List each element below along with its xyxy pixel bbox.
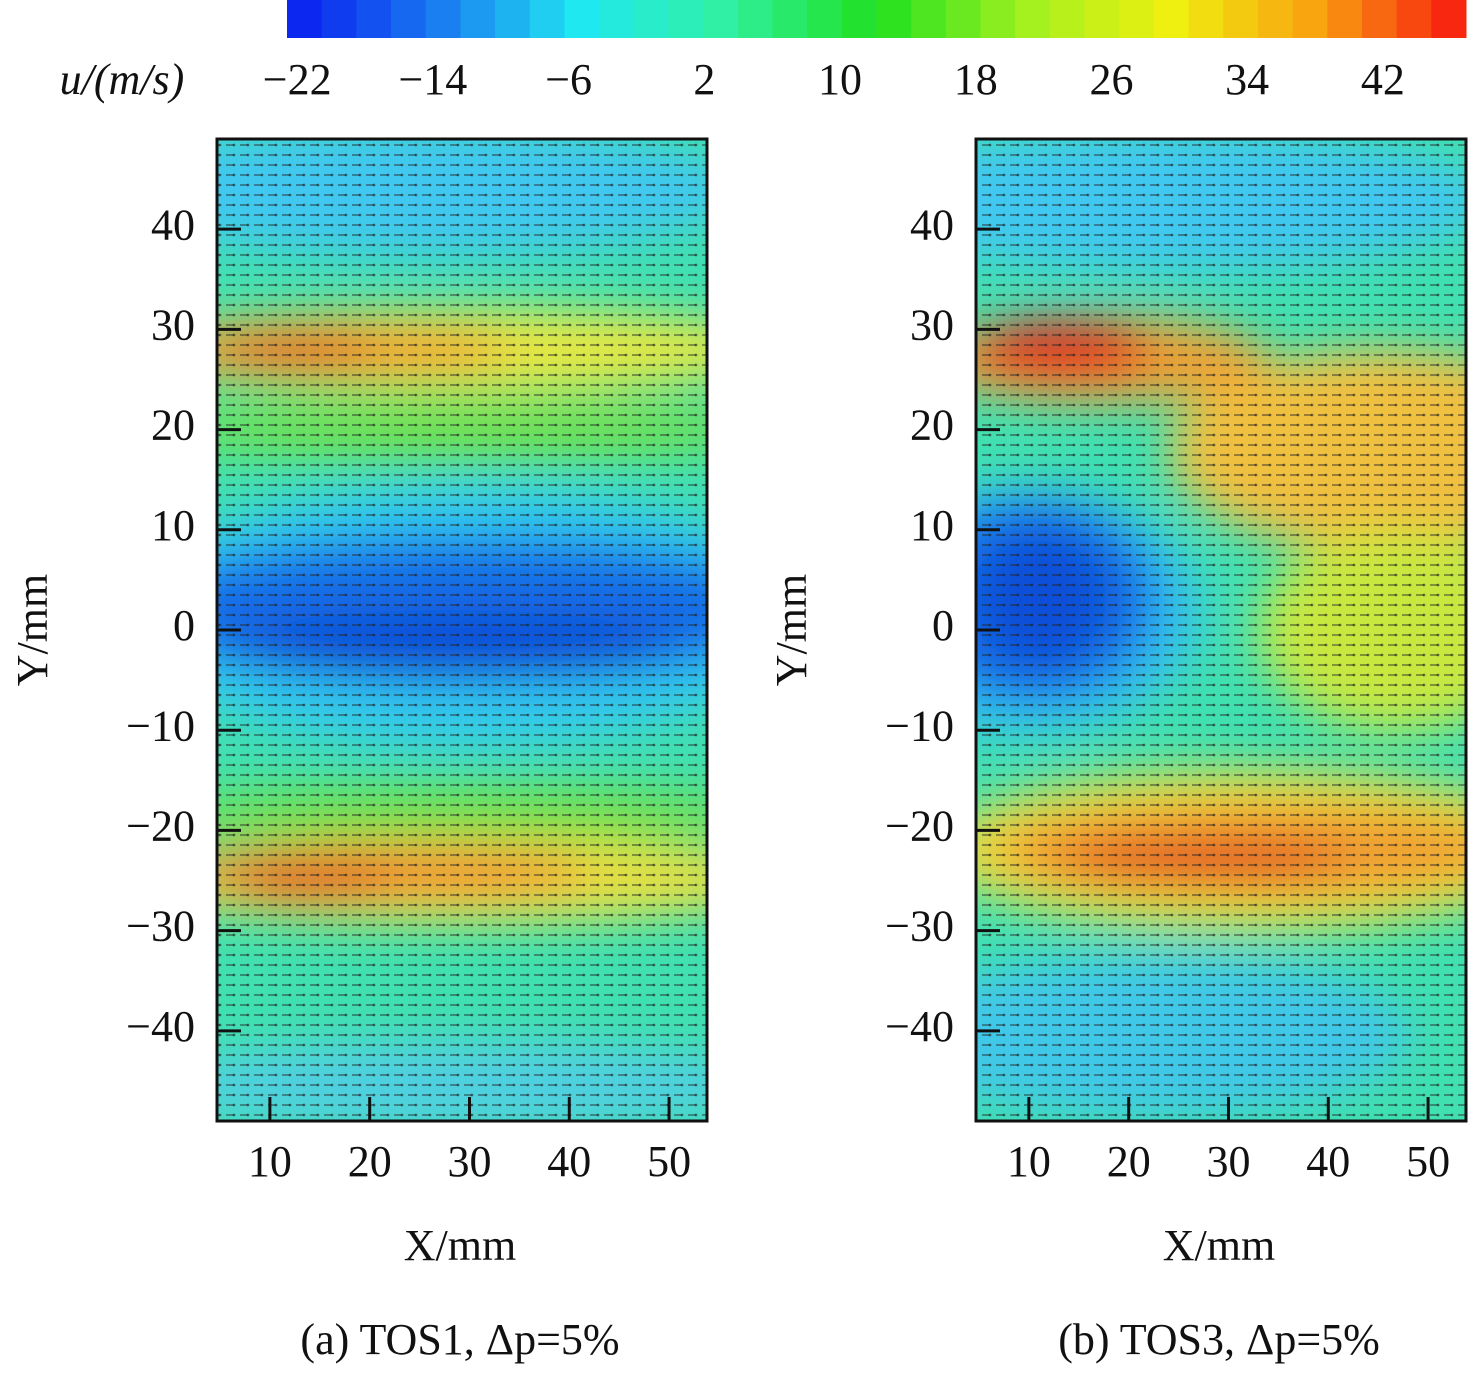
y-tick-label: −10 bbox=[126, 701, 195, 750]
colorbar-band bbox=[1361, 0, 1398, 38]
y-tick-label: −40 bbox=[126, 1002, 195, 1051]
colorbar-band bbox=[633, 0, 669, 38]
colorbar-tick-label: 26 bbox=[1089, 55, 1133, 104]
x-axis-label: X/mm bbox=[1163, 1221, 1275, 1270]
y-tick-label: −20 bbox=[885, 802, 954, 851]
colorbar-tick-label: 42 bbox=[1361, 55, 1405, 104]
y-tick-label: 10 bbox=[910, 501, 954, 550]
x-tick-label: 40 bbox=[547, 1137, 591, 1186]
y-tick-label: 20 bbox=[151, 401, 195, 450]
y-tick-label: −20 bbox=[126, 802, 195, 851]
colorbar-band bbox=[876, 0, 912, 38]
colorbar-band bbox=[1292, 0, 1328, 38]
colorbar-band bbox=[599, 0, 635, 38]
y-tick-label: 10 bbox=[151, 501, 195, 550]
colorbar-band bbox=[703, 0, 739, 38]
x-tick-label: 40 bbox=[1306, 1137, 1350, 1186]
colorbar-band bbox=[391, 0, 427, 38]
y-axis-label: Y/mm bbox=[767, 574, 816, 686]
colorbar-tick-label: −6 bbox=[545, 55, 592, 104]
colorbar-band bbox=[1049, 0, 1086, 38]
y-axis-label: Y/mm bbox=[8, 574, 57, 686]
x-tick-label: 10 bbox=[1007, 1137, 1051, 1186]
colorbar-band bbox=[841, 0, 877, 38]
colorbar-band bbox=[772, 0, 808, 38]
colorbar-band bbox=[1257, 0, 1294, 38]
colorbar-label: u/(m/s) bbox=[60, 55, 185, 104]
y-tick-label: −30 bbox=[885, 902, 954, 951]
x-tick-label: 50 bbox=[647, 1137, 691, 1186]
colorbar-tick-label: 2 bbox=[693, 55, 715, 104]
colorbar-band bbox=[529, 0, 565, 38]
y-tick-label: 30 bbox=[910, 300, 954, 349]
colorbar-band bbox=[1327, 0, 1363, 38]
panel-caption: (b) TOS3, Δp=5% bbox=[1058, 1315, 1380, 1364]
colorbar-band bbox=[980, 0, 1016, 38]
panel-caption: (a) TOS1, Δp=5% bbox=[300, 1315, 619, 1364]
colorbar-band bbox=[460, 0, 496, 38]
colorbar-band bbox=[1431, 0, 1467, 38]
colorbar-band bbox=[356, 0, 392, 38]
y-tick-label: 20 bbox=[910, 401, 954, 450]
x-tick-label: 50 bbox=[1406, 1137, 1450, 1186]
colorbar-band bbox=[1119, 0, 1155, 38]
y-tick-label: 0 bbox=[932, 601, 954, 650]
y-tick-label: 0 bbox=[173, 601, 195, 650]
colorbar-tick-label: −14 bbox=[398, 55, 467, 104]
colorbar-band bbox=[1396, 0, 1432, 38]
colorbar-band bbox=[1153, 0, 1190, 38]
y-tick-label: −30 bbox=[126, 902, 195, 951]
colorbar-band bbox=[1223, 0, 1259, 38]
y-tick-label: −10 bbox=[885, 701, 954, 750]
colorbar-band bbox=[945, 0, 982, 38]
x-tick-label: 10 bbox=[248, 1137, 292, 1186]
y-tick-label: 30 bbox=[151, 300, 195, 349]
colorbar-band bbox=[1015, 0, 1051, 38]
x-axis-label: X/mm bbox=[404, 1221, 516, 1270]
colorbar-tick-label: 18 bbox=[954, 55, 998, 104]
colorbar-band bbox=[287, 0, 323, 38]
colorbar-tick-label: −22 bbox=[263, 55, 332, 104]
y-tick-label: −40 bbox=[885, 1002, 954, 1051]
colorbar-band bbox=[807, 0, 843, 38]
x-tick-label: 20 bbox=[348, 1137, 392, 1186]
colorbar-band bbox=[737, 0, 773, 38]
colorbar-tick-label: 34 bbox=[1225, 55, 1269, 104]
y-tick-label: 40 bbox=[151, 200, 195, 249]
colorbar-band bbox=[321, 0, 357, 38]
x-tick-label: 20 bbox=[1107, 1137, 1151, 1186]
velocity-field bbox=[217, 139, 707, 1121]
colorbar-band bbox=[1084, 0, 1120, 38]
colorbar-band bbox=[564, 0, 600, 38]
x-tick-label: 30 bbox=[1206, 1137, 1250, 1186]
colorbar-band bbox=[425, 0, 461, 38]
colorbar-band bbox=[911, 0, 947, 38]
colorbar-band bbox=[1188, 0, 1224, 38]
colorbar-band bbox=[495, 0, 531, 38]
colorbar-tick-label: 10 bbox=[818, 55, 862, 104]
y-tick-label: 40 bbox=[910, 200, 954, 249]
x-tick-label: 30 bbox=[447, 1137, 491, 1186]
colorbar-band bbox=[668, 0, 704, 38]
velocity-field bbox=[976, 139, 1466, 1121]
